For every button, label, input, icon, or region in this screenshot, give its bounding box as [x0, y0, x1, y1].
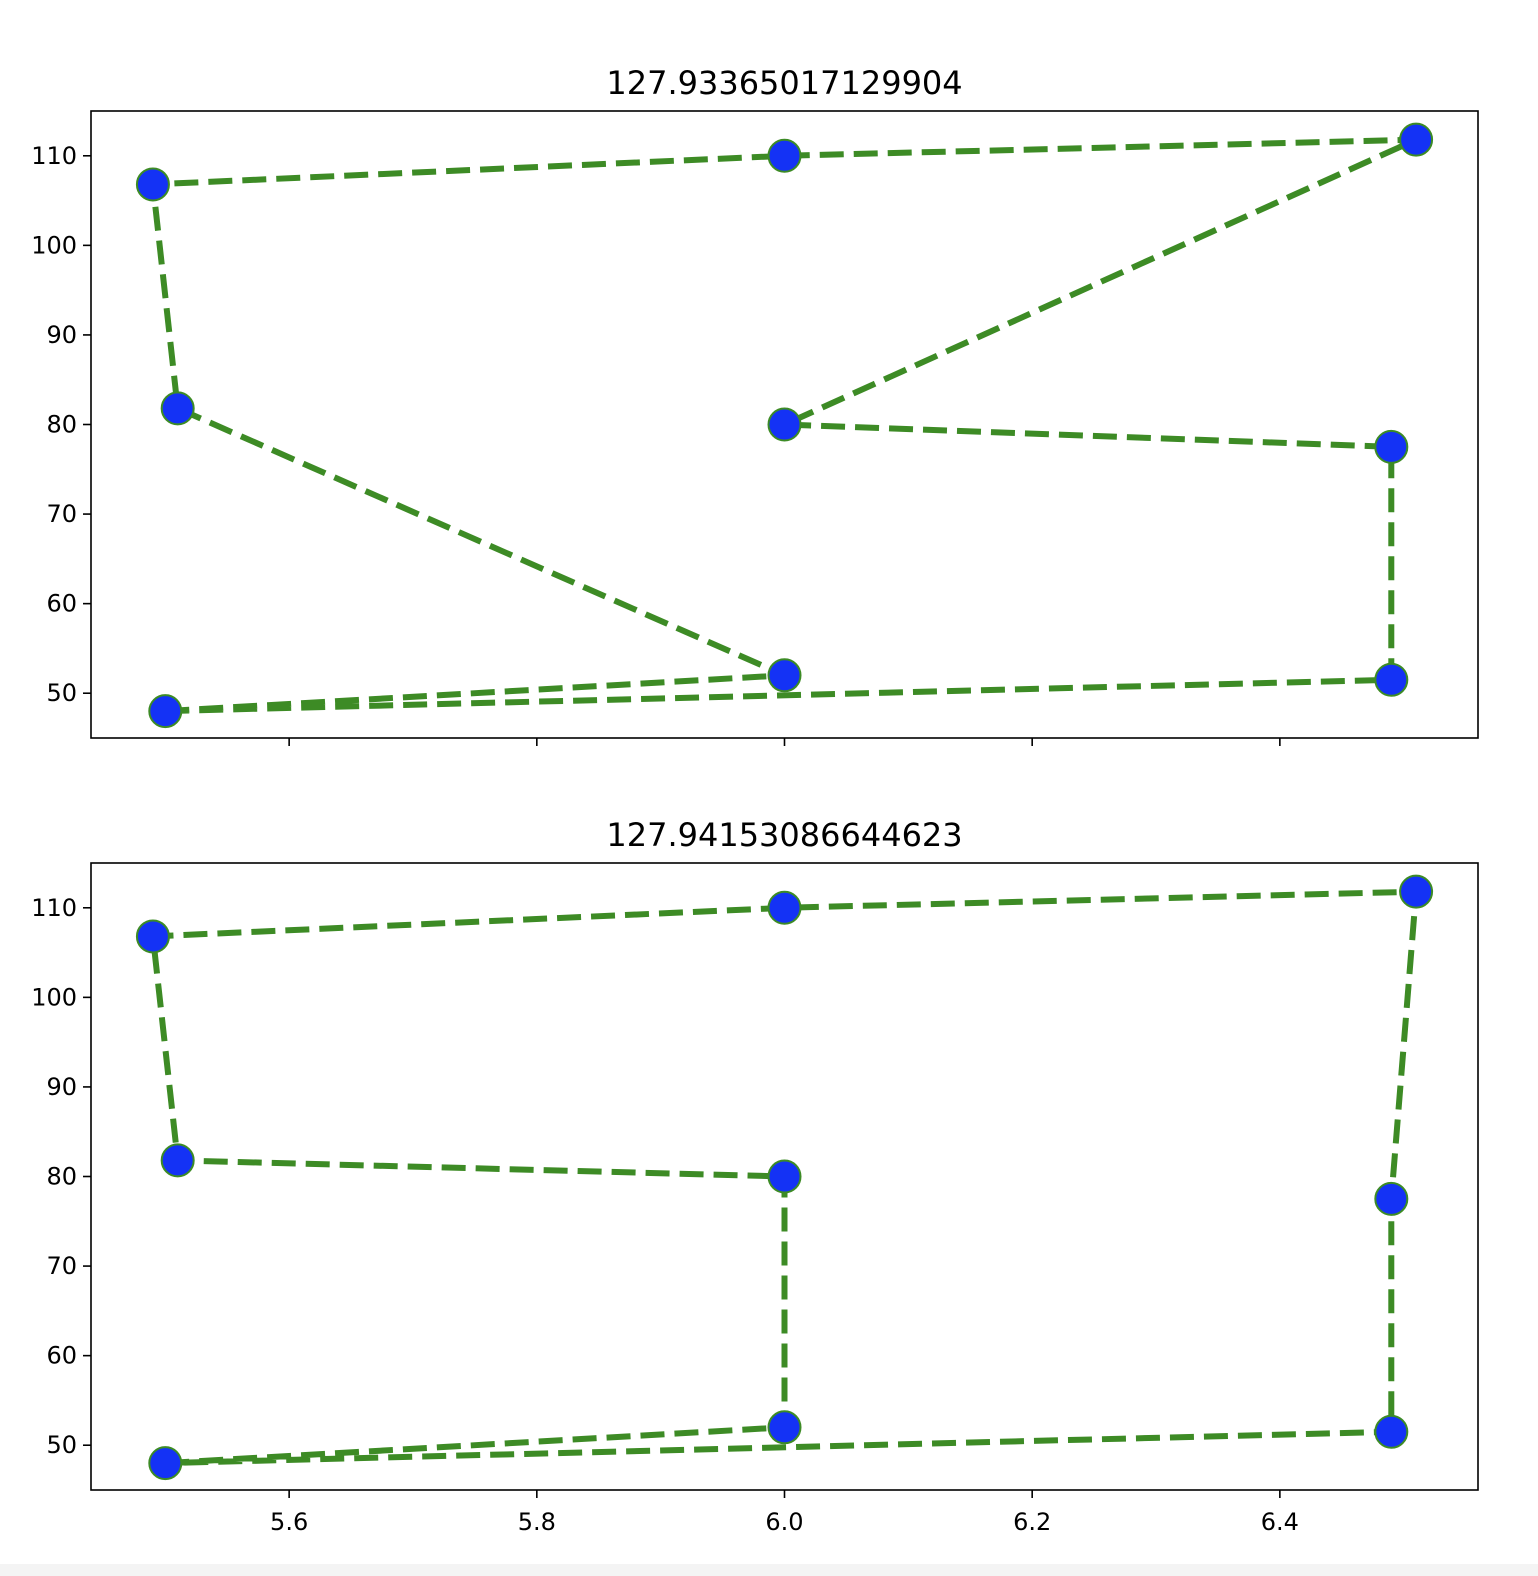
y-tick-label: 90 [46, 1073, 77, 1101]
data-point [1374, 1181, 1409, 1216]
series-line [149, 888, 1420, 1467]
data-point [160, 1143, 195, 1178]
y-tick-label: 90 [46, 321, 77, 349]
window-bottom-edge [0, 1564, 1538, 1576]
data-point [767, 138, 802, 173]
x-tick-label: 6.2 [1013, 1508, 1051, 1536]
subplot-2: 127.94153086644623 50 60 70 80 90 100 110 5.6 5.8… [31, 816, 1479, 1536]
y-tick-label: 80 [46, 411, 77, 439]
subplot-title: 127.94153086644623 [606, 816, 962, 854]
x-tick-label: 5.8 [518, 1508, 556, 1536]
data-point [767, 890, 802, 925]
series-line [149, 136, 1420, 715]
y-tick-label: 70 [46, 500, 77, 528]
x-tick-label: 6.4 [1261, 1508, 1299, 1536]
data-point [1399, 122, 1434, 157]
y-tick-label: 110 [31, 142, 77, 170]
data-point [1374, 662, 1409, 697]
data-point [135, 919, 170, 954]
data-point [148, 694, 183, 729]
subplot-1: 127.93365017129904 50 60 70 80 90 100 110 [31, 64, 1479, 746]
x-tick-label: 5.6 [270, 1508, 308, 1536]
subplot-title: 127.93365017129904 [606, 64, 962, 102]
y-tick-label: 80 [46, 1163, 77, 1191]
data-point [1399, 874, 1434, 909]
data-point [148, 1446, 183, 1481]
y-tick-label: 60 [46, 1342, 77, 1370]
data-point [767, 1159, 802, 1194]
y-tick-label: 50 [46, 1431, 77, 1459]
x-tick-label: 6.0 [765, 1508, 803, 1536]
data-point [1374, 1414, 1409, 1449]
data-point [767, 658, 802, 693]
data-point [767, 1410, 802, 1445]
y-tick-label: 100 [31, 231, 77, 259]
data-point [767, 407, 802, 442]
data-point [160, 391, 195, 426]
data-point [135, 167, 170, 202]
y-tick-label: 70 [46, 1252, 77, 1280]
y-tick-label: 60 [46, 590, 77, 618]
y-tick-label: 50 [46, 679, 77, 707]
y-tick-label: 110 [31, 894, 77, 922]
y-tick-label: 100 [31, 983, 77, 1011]
data-point [1374, 429, 1409, 464]
